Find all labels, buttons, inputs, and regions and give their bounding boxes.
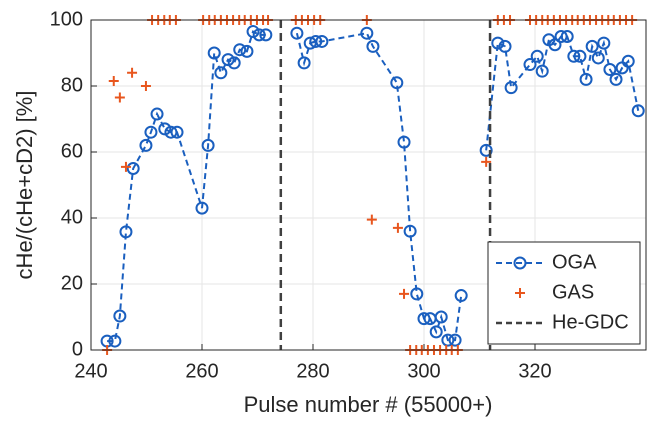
oga-point (108, 334, 122, 348)
plot-frame (90, 19, 647, 351)
y-axis-label: cHe/(cHe+cD2) [%] (12, 91, 37, 280)
oga-point (150, 107, 164, 121)
y-tick-label: 100 (50, 8, 83, 30)
x-tick-label: 240 (74, 360, 107, 382)
oga-point (417, 312, 431, 326)
plus-stroke (108, 76, 119, 87)
plus-stroke (392, 222, 403, 233)
oga-point (535, 64, 549, 78)
plus-stroke (366, 214, 377, 225)
x-axis-label: Pulse number # (55000+) (244, 392, 493, 417)
x-tick-label: 280 (296, 360, 329, 382)
plus-stroke (515, 288, 525, 298)
oga-point (523, 58, 537, 72)
legend-box (487, 241, 641, 345)
oga-point (597, 36, 611, 50)
oga-point (214, 66, 228, 80)
oga-point (410, 287, 424, 301)
oga-point (297, 56, 311, 70)
oga-point (397, 135, 411, 149)
oga-point (113, 309, 127, 323)
plus-stroke (127, 67, 138, 78)
y-tick-label: 20 (61, 272, 83, 294)
oga-point (579, 72, 593, 86)
plus-stroke (114, 92, 125, 103)
oga-point (573, 49, 587, 63)
oga-point (164, 125, 178, 139)
y-tick-label: 60 (61, 140, 83, 162)
oga-point (591, 51, 605, 65)
oga-point (567, 49, 581, 63)
oga-point (366, 39, 380, 53)
gas-point (108, 76, 119, 87)
oga-point (207, 46, 221, 60)
gas-point (120, 161, 131, 172)
oga-point (144, 125, 158, 139)
oga-point (390, 76, 404, 90)
legend-label: GAS (552, 281, 594, 303)
oga-point (315, 34, 329, 48)
oga-point (195, 201, 209, 215)
x-tick-label: 260 (185, 360, 218, 382)
oga-point (360, 26, 374, 40)
oga-point (201, 138, 215, 152)
gas-point (392, 222, 403, 233)
oga-point (259, 28, 273, 42)
plus-stroke (140, 81, 151, 91)
gas-point (366, 214, 377, 225)
oga-point (504, 81, 518, 95)
plus-stroke (399, 288, 410, 299)
oga-line (107, 30, 640, 343)
oga-point (585, 39, 599, 53)
oga-point (240, 44, 254, 58)
gas-point (399, 288, 410, 299)
oga-point (434, 310, 448, 324)
gas-point (114, 92, 125, 103)
legend-marker (513, 256, 527, 270)
oga-point (119, 225, 133, 239)
oga-point (530, 49, 544, 63)
oga-point (126, 162, 140, 175)
oga-point (441, 333, 455, 347)
plus-stroke (481, 156, 492, 167)
oga-point (233, 43, 247, 57)
gas-point (127, 67, 138, 78)
gas-point (481, 156, 492, 167)
oga-point (170, 125, 184, 139)
oga-point (252, 28, 266, 42)
legend-label: OGA (552, 251, 597, 273)
oga-point (227, 56, 241, 70)
oga-point (609, 72, 623, 86)
y-tick-label: 0 (72, 338, 83, 360)
gas-point (140, 81, 151, 91)
x-tick-label: 300 (407, 360, 440, 382)
x-tick-label: 320 (518, 360, 551, 382)
oga-point (554, 30, 568, 43)
oga-point (491, 36, 505, 50)
y-tick-label: 40 (61, 206, 83, 228)
oga-point (403, 224, 417, 238)
oga-point (290, 26, 304, 40)
oga-point (454, 289, 468, 303)
plus-stroke (120, 161, 131, 172)
oga-point (548, 38, 562, 52)
legend-label: He-GDC (552, 311, 629, 333)
oga-point (498, 39, 512, 53)
oga-point (139, 138, 153, 152)
oga-point (429, 325, 443, 339)
y-tick-label: 80 (61, 74, 83, 96)
oga-point (448, 333, 462, 347)
oga-point (479, 143, 493, 157)
oga-point (603, 63, 617, 76)
legend-marker (515, 288, 525, 298)
legend: OGA GAS He-GDC (487, 241, 641, 345)
oga-point (621, 54, 635, 68)
oga-point (631, 104, 645, 118)
oga-point (309, 34, 323, 48)
oga-point (560, 30, 574, 43)
